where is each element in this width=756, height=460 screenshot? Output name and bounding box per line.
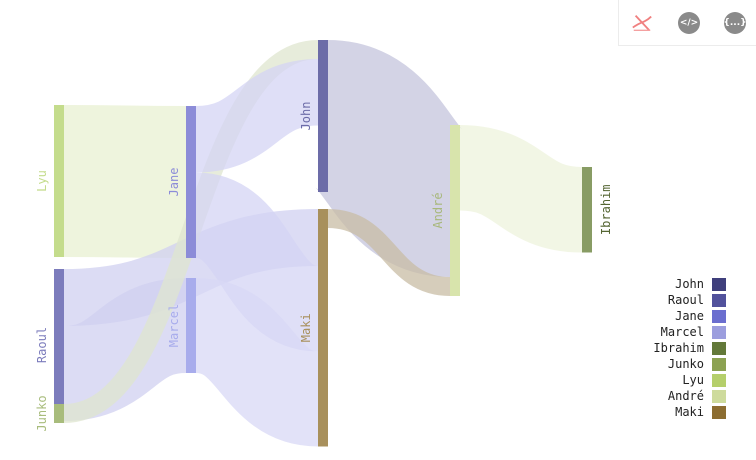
node-ibrahim[interactable] [582, 167, 592, 253]
node-junko[interactable] [54, 404, 64, 423]
legend-swatch-john[interactable] [712, 278, 726, 291]
legend-label-andre[interactable]: André [668, 389, 704, 403]
legend-swatch-marcel[interactable] [712, 326, 726, 339]
legend-swatch-lyu[interactable] [712, 374, 726, 387]
node-lyu[interactable] [54, 105, 64, 257]
link-maki-to-andre[interactable] [327, 209, 451, 296]
link-john-to-andre[interactable] [311, 40, 467, 277]
legend-swatch-ibrahim[interactable] [712, 342, 726, 355]
link-raoul-to-marcel[interactable] [61, 278, 189, 421]
code-icon: </> [679, 18, 699, 28]
node-andre[interactable] [450, 125, 460, 296]
legend-swatch-jane[interactable] [712, 310, 726, 323]
legend-swatch-andre[interactable] [712, 390, 726, 403]
legend-label-raoul[interactable]: Raoul [668, 293, 704, 307]
legend: John Raoul Jane Marcel Ibrahim Junko Lyu André M… [653, 277, 726, 419]
legend-swatch-junko[interactable] [712, 358, 726, 371]
node-label-maki: Maki [299, 313, 313, 342]
node-raoul[interactable] [54, 269, 64, 421]
legend-label-junko[interactable]: Junko [668, 357, 704, 371]
node-label-jane: Jane [167, 168, 181, 197]
crossed-out-line-icon[interactable] [631, 12, 653, 34]
legend-label-lyu[interactable]: Lyu [682, 373, 704, 387]
legend-label-jane[interactable]: Jane [675, 309, 704, 323]
link-marcel-to-maki[interactable] [191, 278, 323, 447]
legend-label-ibrahim[interactable]: Ibrahim [653, 341, 704, 355]
link-lyu-to-jane[interactable] [63, 105, 187, 258]
node-john[interactable] [318, 40, 328, 192]
link-andre-to-ibrahim[interactable] [457, 125, 585, 253]
nodes-layer: Lyu Raoul Junko Jane Marcel John Maki André Ibra… [35, 40, 613, 447]
node-label-junko: Junko [35, 395, 49, 431]
node-maki[interactable] [318, 209, 328, 447]
links-layer [61, 40, 585, 447]
node-label-marcel: Marcel [167, 304, 181, 347]
view-data-button[interactable]: {...} [723, 12, 747, 34]
node-label-lyu: Lyu [35, 170, 49, 192]
node-marcel[interactable] [186, 278, 196, 373]
legend-swatch-maki[interactable] [712, 406, 726, 419]
legend-label-marcel[interactable]: Marcel [661, 325, 704, 339]
node-jane[interactable] [186, 106, 196, 258]
chart-toolbar: </> {...} [618, 0, 756, 46]
legend-label-john[interactable]: John [675, 277, 704, 291]
node-label-john: John [299, 102, 313, 131]
node-label-andre: André [431, 192, 445, 228]
node-label-ibrahim: Ibrahim [599, 184, 613, 235]
link-jane-to-maki[interactable] [191, 172, 323, 352]
link-jane-to-john[interactable] [194, 59, 320, 173]
legend-label-maki[interactable]: Maki [675, 405, 704, 419]
legend-swatch-raoul[interactable] [712, 294, 726, 307]
node-label-raoul: Raoul [35, 327, 49, 363]
view-code-button[interactable]: </> [678, 12, 700, 34]
data-icon: {...} [723, 18, 747, 28]
